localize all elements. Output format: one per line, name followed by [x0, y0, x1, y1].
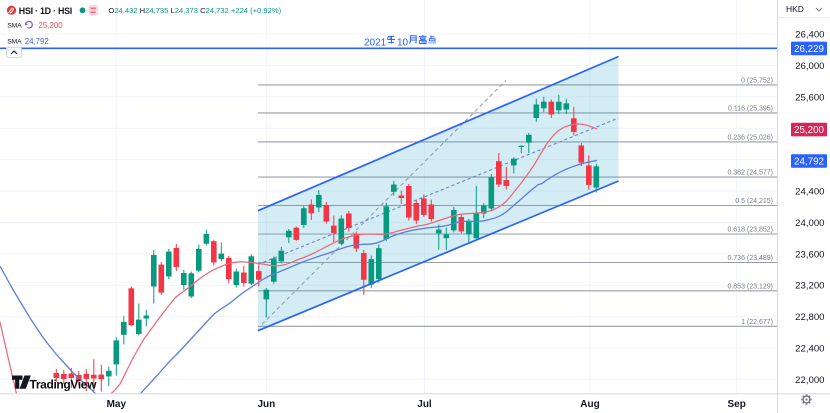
svg-text:23,600: 23,600 — [795, 249, 824, 260]
svg-text:HSI · 1D · HSI: HSI · 1D · HSI — [19, 6, 72, 16]
svg-text:0.236 (25,026): 0.236 (25,026) — [727, 134, 773, 141]
svg-text:0.5 (24,215): 0.5 (24,215) — [735, 198, 773, 205]
svg-text:24,792: 24,792 — [794, 157, 824, 168]
svg-text:TradingView: TradingView — [30, 378, 98, 392]
svg-text:24,792: 24,792 — [25, 37, 49, 46]
svg-text:0 (25,752): 0 (25,752) — [741, 77, 773, 84]
svg-text:0.853 (23,129): 0.853 (23,129) — [727, 283, 773, 290]
svg-text:24,000: 24,000 — [795, 218, 824, 229]
svg-text:25,600: 25,600 — [795, 92, 824, 103]
svg-text:26,229: 26,229 — [794, 44, 824, 55]
svg-text:26,400: 26,400 — [795, 30, 824, 41]
svg-text:22,400: 22,400 — [795, 344, 824, 355]
svg-text:22,800: 22,800 — [795, 312, 824, 323]
svg-text:Sep: Sep — [728, 399, 746, 410]
svg-text:May: May — [107, 399, 127, 410]
svg-text:HKD: HKD — [786, 4, 804, 14]
svg-text:Jul: Jul — [417, 399, 432, 410]
svg-text:0.382 (24,577): 0.382 (24,577) — [727, 170, 773, 177]
svg-text:23,200: 23,200 — [795, 281, 824, 292]
svg-text:O24,432 H24,735 L24,373 C24,73: O24,432 H24,735 L24,373 C24,732 +224 (+0… — [108, 6, 281, 15]
svg-text:Aug: Aug — [580, 399, 599, 410]
svg-text:0.618 (23,852): 0.618 (23,852) — [727, 227, 773, 234]
svg-text:SMA: SMA — [7, 39, 22, 46]
svg-text:1 (22,677): 1 (22,677) — [741, 319, 773, 326]
svg-text:26,000: 26,000 — [795, 61, 824, 72]
svg-text:25,200: 25,200 — [794, 125, 825, 136]
svg-text:24,400: 24,400 — [795, 187, 824, 198]
svg-text:0.736 (23,489): 0.736 (23,489) — [727, 255, 773, 262]
svg-text:SMA: SMA — [7, 23, 22, 30]
svg-text:0.116 (25,395): 0.116 (25,395) — [728, 105, 773, 112]
svg-text:25,200: 25,200 — [39, 21, 64, 30]
svg-text:2021: 2021 — [364, 37, 387, 48]
svg-text:Jun: Jun — [258, 399, 276, 410]
svg-text:22,000: 22,000 — [795, 375, 824, 386]
svg-text:10: 10 — [397, 37, 409, 48]
